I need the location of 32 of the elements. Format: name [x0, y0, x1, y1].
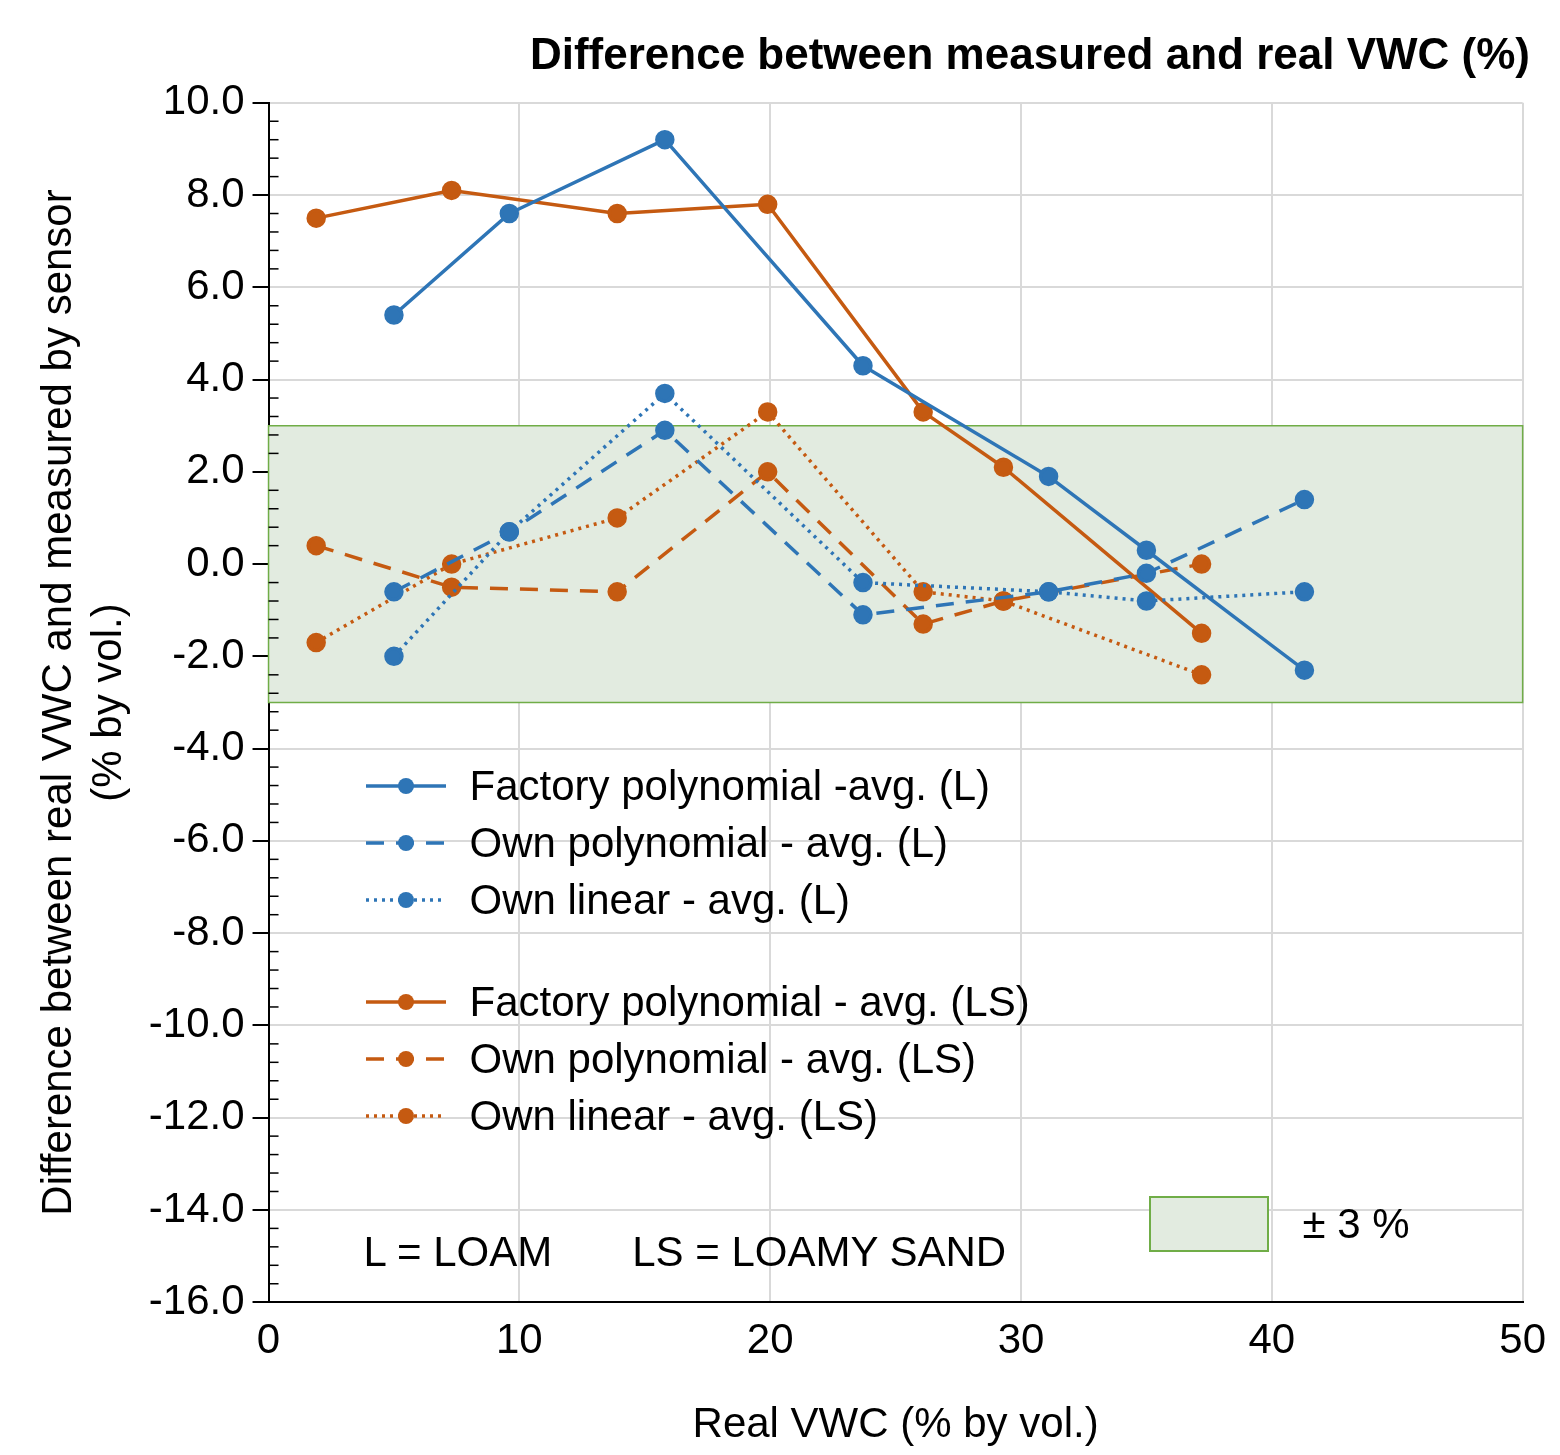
legend-label: Own polynomial - avg. (LS) [469, 1035, 977, 1084]
x-tick-label: 40 [1248, 1314, 1296, 1362]
x-tick-label: 30 [997, 1314, 1045, 1362]
y-tick-label: -4.0 [172, 722, 245, 770]
x-tick-label: 10 [495, 1314, 543, 1362]
y-tick-label: -2.0 [172, 629, 245, 677]
legend-label: Own polynomial - avg. (L) [469, 819, 949, 868]
y-tick-label: 8.0 [186, 168, 245, 216]
x-tick-label: 20 [746, 1314, 794, 1362]
y-tick-label: -14.0 [148, 1183, 245, 1231]
y-tick-label: -12.0 [148, 1091, 245, 1139]
y-tick-label: 2.0 [186, 445, 245, 493]
y-tick-label: 6.0 [186, 260, 245, 308]
y-tick-label: 0.0 [186, 537, 245, 585]
y-tick-label: -8.0 [172, 906, 245, 954]
y-tick-label: 4.0 [186, 353, 245, 401]
chart-title: Difference between measured and real VWC (%) [529, 28, 1530, 78]
y-axis-title: Difference between real VWC and measured by sensor (% by vol.) [32, 189, 131, 1216]
y-tick-label: -6.0 [172, 814, 245, 862]
annotation: LS = LOAMY SAND [632, 1228, 1007, 1277]
legend-label: ± 3 % [1302, 1200, 1410, 1249]
y-tick-label: -10.0 [148, 998, 245, 1046]
x-axis-title: Real VWC (% by vol.) [692, 1399, 1099, 1447]
legend-label: Own linear - avg. (LS) [469, 1092, 878, 1141]
y-tick-label: -16.0 [148, 1275, 245, 1323]
x-tick-label: 0 [256, 1314, 281, 1362]
x-tick-label: 50 [1499, 1314, 1546, 1362]
y-tick-label: 10.0 [162, 76, 245, 124]
legend-label: Own linear - avg. (L) [469, 876, 850, 925]
legend-label: Factory polynomial -avg. (L) [469, 762, 991, 811]
legend-label: Factory polynomial - avg. (LS) [469, 978, 1030, 1027]
annotation: L = LOAM [363, 1228, 553, 1277]
